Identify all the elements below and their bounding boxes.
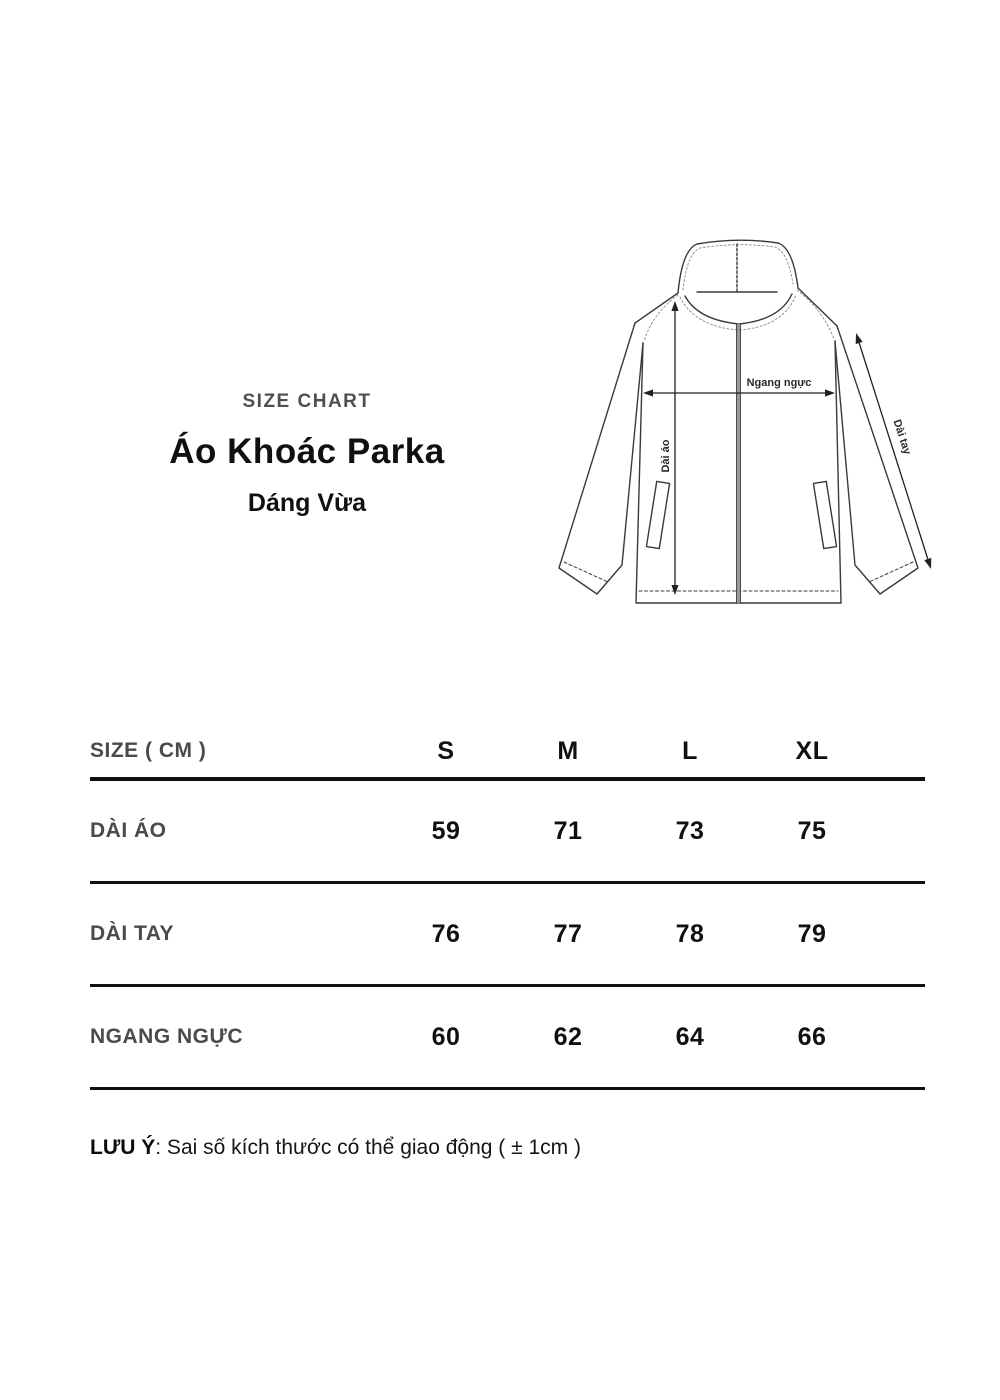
left-pocket [645,480,671,550]
sleeve-arrow [855,333,932,569]
cell-value: 60 [431,1022,461,1051]
cell-value: 62 [553,1022,583,1051]
cell-value: 71 [553,816,583,845]
left-raglan-seam [643,294,679,342]
size-table: SIZE ( CM ) S M L XL DÀI ÁO 59 71 73 75 … [90,725,925,1090]
left-shoulder-line [634,292,679,324]
jacket-outline [558,239,919,604]
table-row: DÀI TAY 76 77 78 79 [90,884,925,987]
note-label: LƯU Ý [90,1136,156,1159]
cell-value: 78 [675,919,705,948]
hood-stitch-line [682,244,794,291]
product-title: Áo Khoác Parka [169,432,445,471]
measurement-arrows [643,301,932,595]
left-cuff-seam [563,561,609,583]
cell-value: 79 [797,919,827,948]
column-header-m: M [557,736,579,765]
jacket-length-label: Dài áo [660,439,672,472]
right-sleeve [834,325,919,595]
left-sleeve [558,322,644,595]
jacket-line-drawing: Ngang ngực Dài áo Dài tay [558,239,932,604]
cell-value: 64 [675,1022,705,1051]
column-header-l: L [682,736,698,765]
cell-value: 75 [797,816,827,845]
chest-arrow [643,389,835,397]
row-label: NGANG NGỰC [90,1025,244,1048]
zipper [736,323,741,604]
table-header-label: SIZE ( CM ) [90,739,207,762]
collar-stitch-curve [679,294,797,331]
table-header-row: SIZE ( CM ) S M L XL [90,725,925,781]
cell-value: 73 [675,816,705,845]
section-eyebrow: SIZE CHART [242,391,372,412]
chest-width-label: Ngang ngực [747,377,812,389]
cell-value: 77 [553,919,583,948]
note-text: : Sai số kích thước có thể giao động ( ±… [155,1136,581,1159]
row-label: DÀI ÁO [90,819,167,842]
length-arrow [671,301,679,595]
tolerance-note: LƯU Ý: Sai số kích thước có thể giao độn… [90,1136,581,1160]
cell-value: 59 [431,816,461,845]
table-row: NGANG NGỰC 60 62 64 66 [90,987,925,1090]
row-label: DÀI TAY [90,922,175,945]
right-pocket [812,480,838,550]
right-raglan-seam [796,289,835,340]
column-header-xl: XL [795,736,829,765]
right-cuff-seam [868,561,914,583]
jacket-diagram: Ngang ngực Dài áo Dài tay [545,218,965,638]
table-row: DÀI ÁO 59 71 73 75 [90,781,925,884]
right-shoulder-line [797,287,838,327]
measurement-labels: Ngang ngực Dài áo Dài tay [660,377,913,473]
fit-subtitle: Dáng Vừa [247,489,367,517]
cell-value: 76 [431,919,461,948]
title-block: SIZE CHART Áo Khoác Parka Dáng Vừa [90,391,524,518]
hood-outline [677,239,799,294]
column-header-s: S [437,736,455,765]
cell-value: 66 [797,1022,827,1051]
